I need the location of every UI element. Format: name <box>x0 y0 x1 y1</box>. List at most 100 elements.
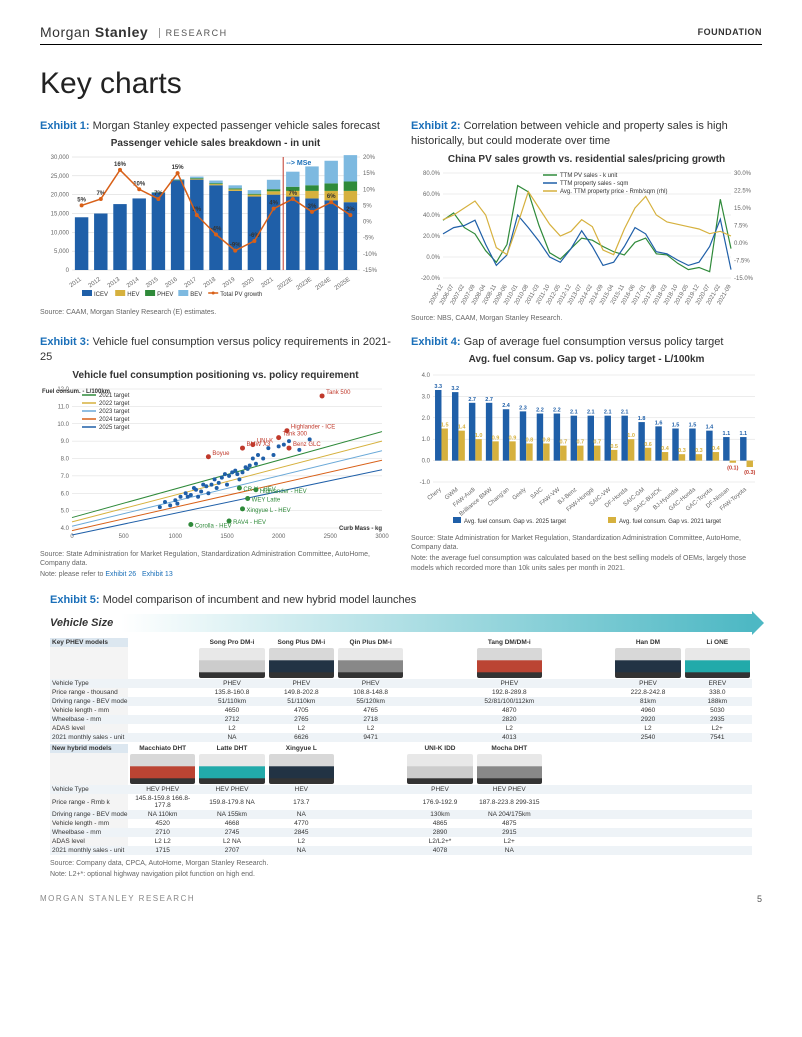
svg-text:10%: 10% <box>363 188 376 194</box>
svg-text:7%: 7% <box>288 191 297 197</box>
svg-text:TTM PV sales - k unit: TTM PV sales - k unit <box>560 173 618 179</box>
ex3-note: Note: please refer to Exhibit 26 Exhibit… <box>40 570 391 579</box>
ex3-link-1[interactable]: Exhibit 26 <box>105 571 136 578</box>
ex1-chart-title: Passenger vehicle sales breakdown - in u… <box>40 138 391 149</box>
svg-text:2022 target: 2022 target <box>99 401 130 407</box>
svg-text:2017: 2017 <box>184 277 199 290</box>
svg-text:5%: 5% <box>77 198 86 204</box>
row-2: Exhibit 3: Vehicle fuel consumption vers… <box>40 335 762 579</box>
svg-text:2012: 2012 <box>88 277 103 290</box>
svg-text:0.7: 0.7 <box>593 440 601 446</box>
ex2-source: Source: NBS, CAAM, Morgan Stanley Resear… <box>411 314 762 323</box>
ex1-chart: 05,00010,00015,00020,00025,00030,000-15%… <box>40 151 390 306</box>
svg-text:BEV: BEV <box>190 292 202 298</box>
ex4-label: Exhibit 4: <box>411 336 461 348</box>
svg-text:0.3: 0.3 <box>695 448 703 454</box>
car-image <box>199 754 264 784</box>
svg-text:2.1: 2.1 <box>570 410 578 416</box>
svg-text:(0.1): (0.1) <box>727 466 738 472</box>
svg-text:3.2: 3.2 <box>451 386 459 392</box>
exhibit-2: Exhibit 2: Correlation between vehicle a… <box>411 119 762 323</box>
svg-text:PHEV: PHEV <box>157 292 173 298</box>
svg-text:10,000: 10,000 <box>51 231 70 237</box>
svg-text:2021 target: 2021 target <box>99 393 130 399</box>
svg-text:--> MSe: --> MSe <box>286 160 311 167</box>
svg-text:2025E: 2025E <box>334 277 352 292</box>
svg-text:60.0%: 60.0% <box>423 192 441 198</box>
svg-text:2023 target: 2023 target <box>99 409 130 415</box>
svg-text:Benz GLC: Benz GLC <box>293 442 321 448</box>
svg-text:2024E: 2024E <box>315 277 333 292</box>
page-title: Key charts <box>40 67 762 101</box>
ex4-source: Source: State Administration for Market … <box>411 534 762 552</box>
car-image <box>130 754 195 784</box>
svg-text:0.0%: 0.0% <box>734 241 748 247</box>
exhibit-4: Exhibit 4: Gap of average fuel consumpti… <box>411 335 762 579</box>
car-image <box>477 648 542 678</box>
svg-text:1500: 1500 <box>220 534 234 540</box>
ex5-table-new-hybrid: New hybrid modelsMacchiato DHTLatte DHTX… <box>50 744 752 855</box>
page-number: 5 <box>757 894 762 904</box>
svg-text:Xingyue L - HEV: Xingyue L - HEV <box>247 508 291 514</box>
svg-text:6%: 6% <box>327 195 336 201</box>
svg-text:0.3: 0.3 <box>678 448 686 454</box>
svg-text:2.1: 2.1 <box>621 410 629 416</box>
svg-text:7.0: 7.0 <box>61 474 70 480</box>
svg-text:WEY Latte: WEY Latte <box>252 497 281 503</box>
svg-text:2.0: 2.0 <box>422 416 431 422</box>
brand-block: Morgan Stanley RESEARCH <box>40 24 228 40</box>
svg-text:2.4: 2.4 <box>502 404 511 410</box>
svg-text:1.4: 1.4 <box>458 425 467 431</box>
svg-text:Tank 500: Tank 500 <box>326 390 351 396</box>
svg-text:0.0: 0.0 <box>422 459 431 465</box>
svg-text:0.8: 0.8 <box>526 438 534 444</box>
svg-text:20%: 20% <box>363 155 376 161</box>
ex3-source: Source: State Administration for Market … <box>40 550 391 568</box>
svg-text:3.3: 3.3 <box>434 384 442 390</box>
svg-text:2014: 2014 <box>126 277 141 290</box>
svg-text:1.6: 1.6 <box>655 421 663 427</box>
svg-text:Total PV growth: Total PV growth <box>220 292 262 298</box>
svg-text:5.0: 5.0 <box>61 508 70 514</box>
ex3-note-text: Note: please refer to <box>40 571 105 578</box>
svg-text:Highlander - ICE: Highlander - ICE <box>291 424 335 430</box>
svg-text:4%: 4% <box>269 201 278 207</box>
ex5-table-key-phev: Key PHEV modelsSong Pro DM-iSong Plus DM… <box>50 638 752 742</box>
ex1-label: Exhibit 1: <box>40 120 90 132</box>
svg-text:(0.3): (0.3) <box>744 470 755 476</box>
svg-text:0.7: 0.7 <box>559 440 567 446</box>
brand-research: RESEARCH <box>159 28 228 38</box>
svg-text:Chery: Chery <box>427 487 443 502</box>
svg-text:9.0: 9.0 <box>61 439 70 445</box>
svg-text:2021: 2021 <box>260 277 275 290</box>
svg-text:15.0%: 15.0% <box>734 206 752 212</box>
car-image <box>338 648 403 678</box>
svg-text:2011: 2011 <box>69 277 84 290</box>
svg-text:40.0%: 40.0% <box>423 213 441 219</box>
svg-text:6.0: 6.0 <box>61 491 70 497</box>
svg-text:2.1: 2.1 <box>587 410 595 416</box>
svg-text:2013: 2013 <box>107 277 122 290</box>
svg-text:1.0: 1.0 <box>627 433 635 439</box>
svg-text:1.1: 1.1 <box>723 431 731 437</box>
svg-text:2024 target: 2024 target <box>99 417 130 423</box>
ex4-chart-title: Avg. fuel consum. Gap vs. policy target … <box>411 354 762 365</box>
ex3-label: Exhibit 3: <box>40 336 90 348</box>
svg-text:Geely: Geely <box>512 487 528 502</box>
svg-text:1.5: 1.5 <box>689 423 697 429</box>
ex2-heading: Exhibit 2: Correlation between vehicle a… <box>411 119 762 150</box>
svg-text:22.5%: 22.5% <box>734 188 752 194</box>
svg-text:3.0: 3.0 <box>422 395 431 401</box>
svg-text:Corolla - HEV: Corolla - HEV <box>195 523 232 529</box>
svg-text:0.8: 0.8 <box>543 438 551 444</box>
svg-text:1.4: 1.4 <box>706 425 715 431</box>
ex3-link-2[interactable]: Exhibit 13 <box>142 571 173 578</box>
svg-text:8.0: 8.0 <box>61 456 70 462</box>
svg-text:0%: 0% <box>363 220 372 226</box>
page-header: Morgan Stanley RESEARCH FOUNDATION <box>40 24 762 45</box>
ex3-title: Vehicle fuel consumption versus policy r… <box>40 336 391 363</box>
page-footer: MORGAN STANLEY RESEARCH 5 <box>40 894 762 904</box>
exhibit-1: Exhibit 1: Morgan Stanley expected passe… <box>40 119 391 323</box>
row-1: Exhibit 1: Morgan Stanley expected passe… <box>40 119 762 323</box>
vehicle-size-arrow: Vehicle Size <box>50 614 752 632</box>
